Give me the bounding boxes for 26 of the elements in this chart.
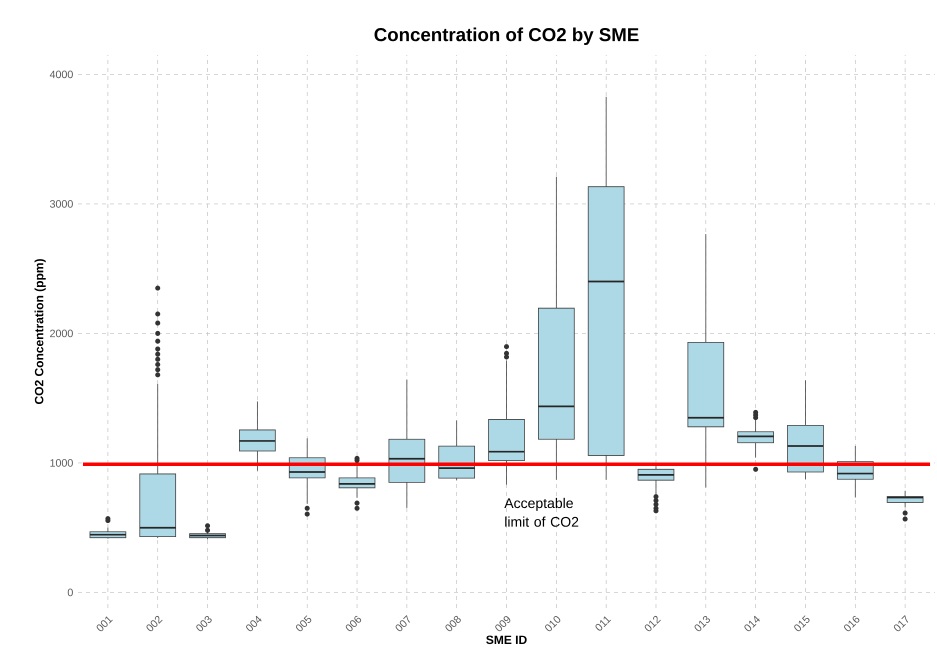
y-tick-label: 3000 — [50, 200, 73, 208]
x-tick-label: 011 — [595, 616, 612, 631]
x-tick-label: 002 — [146, 616, 163, 632]
x-tick-label: 009 — [495, 616, 510, 632]
y-tick-label: 0 — [68, 588, 73, 596]
y-tick-label: 4000 — [50, 70, 73, 78]
x-tick-label: 015 — [794, 615, 810, 632]
x-tick-label: 012 — [644, 616, 661, 632]
x-tick-label: 001 — [96, 616, 113, 632]
x-tick-label: 014 — [744, 616, 760, 632]
x-tick-label: 006 — [346, 616, 362, 632]
x-tick-label: 017 — [894, 615, 908, 632]
x-tick-label: 004 — [246, 616, 262, 632]
x-tick-label: 016 — [844, 616, 860, 632]
x-tick-label: 008 — [445, 616, 461, 632]
x-tick-label: 013 — [694, 616, 710, 632]
x-tick-label: 003 — [196, 616, 212, 632]
x-axis-title: SME ID — [486, 636, 527, 644]
y-tick-label: 1000 — [50, 459, 73, 467]
x-tick-label: 005 — [296, 615, 312, 632]
ref-line-label: Acceptable limit of CO2 — [504, 498, 578, 527]
y-tick-label: 2000 — [50, 330, 73, 338]
y-axis-title: CO2 Concentration (ppm) — [34, 259, 46, 404]
x-tick-label: 007 — [396, 615, 410, 632]
chart-title: Concentration of CO2 by SME — [374, 28, 639, 45]
x-tick-label: 010 — [545, 616, 560, 632]
